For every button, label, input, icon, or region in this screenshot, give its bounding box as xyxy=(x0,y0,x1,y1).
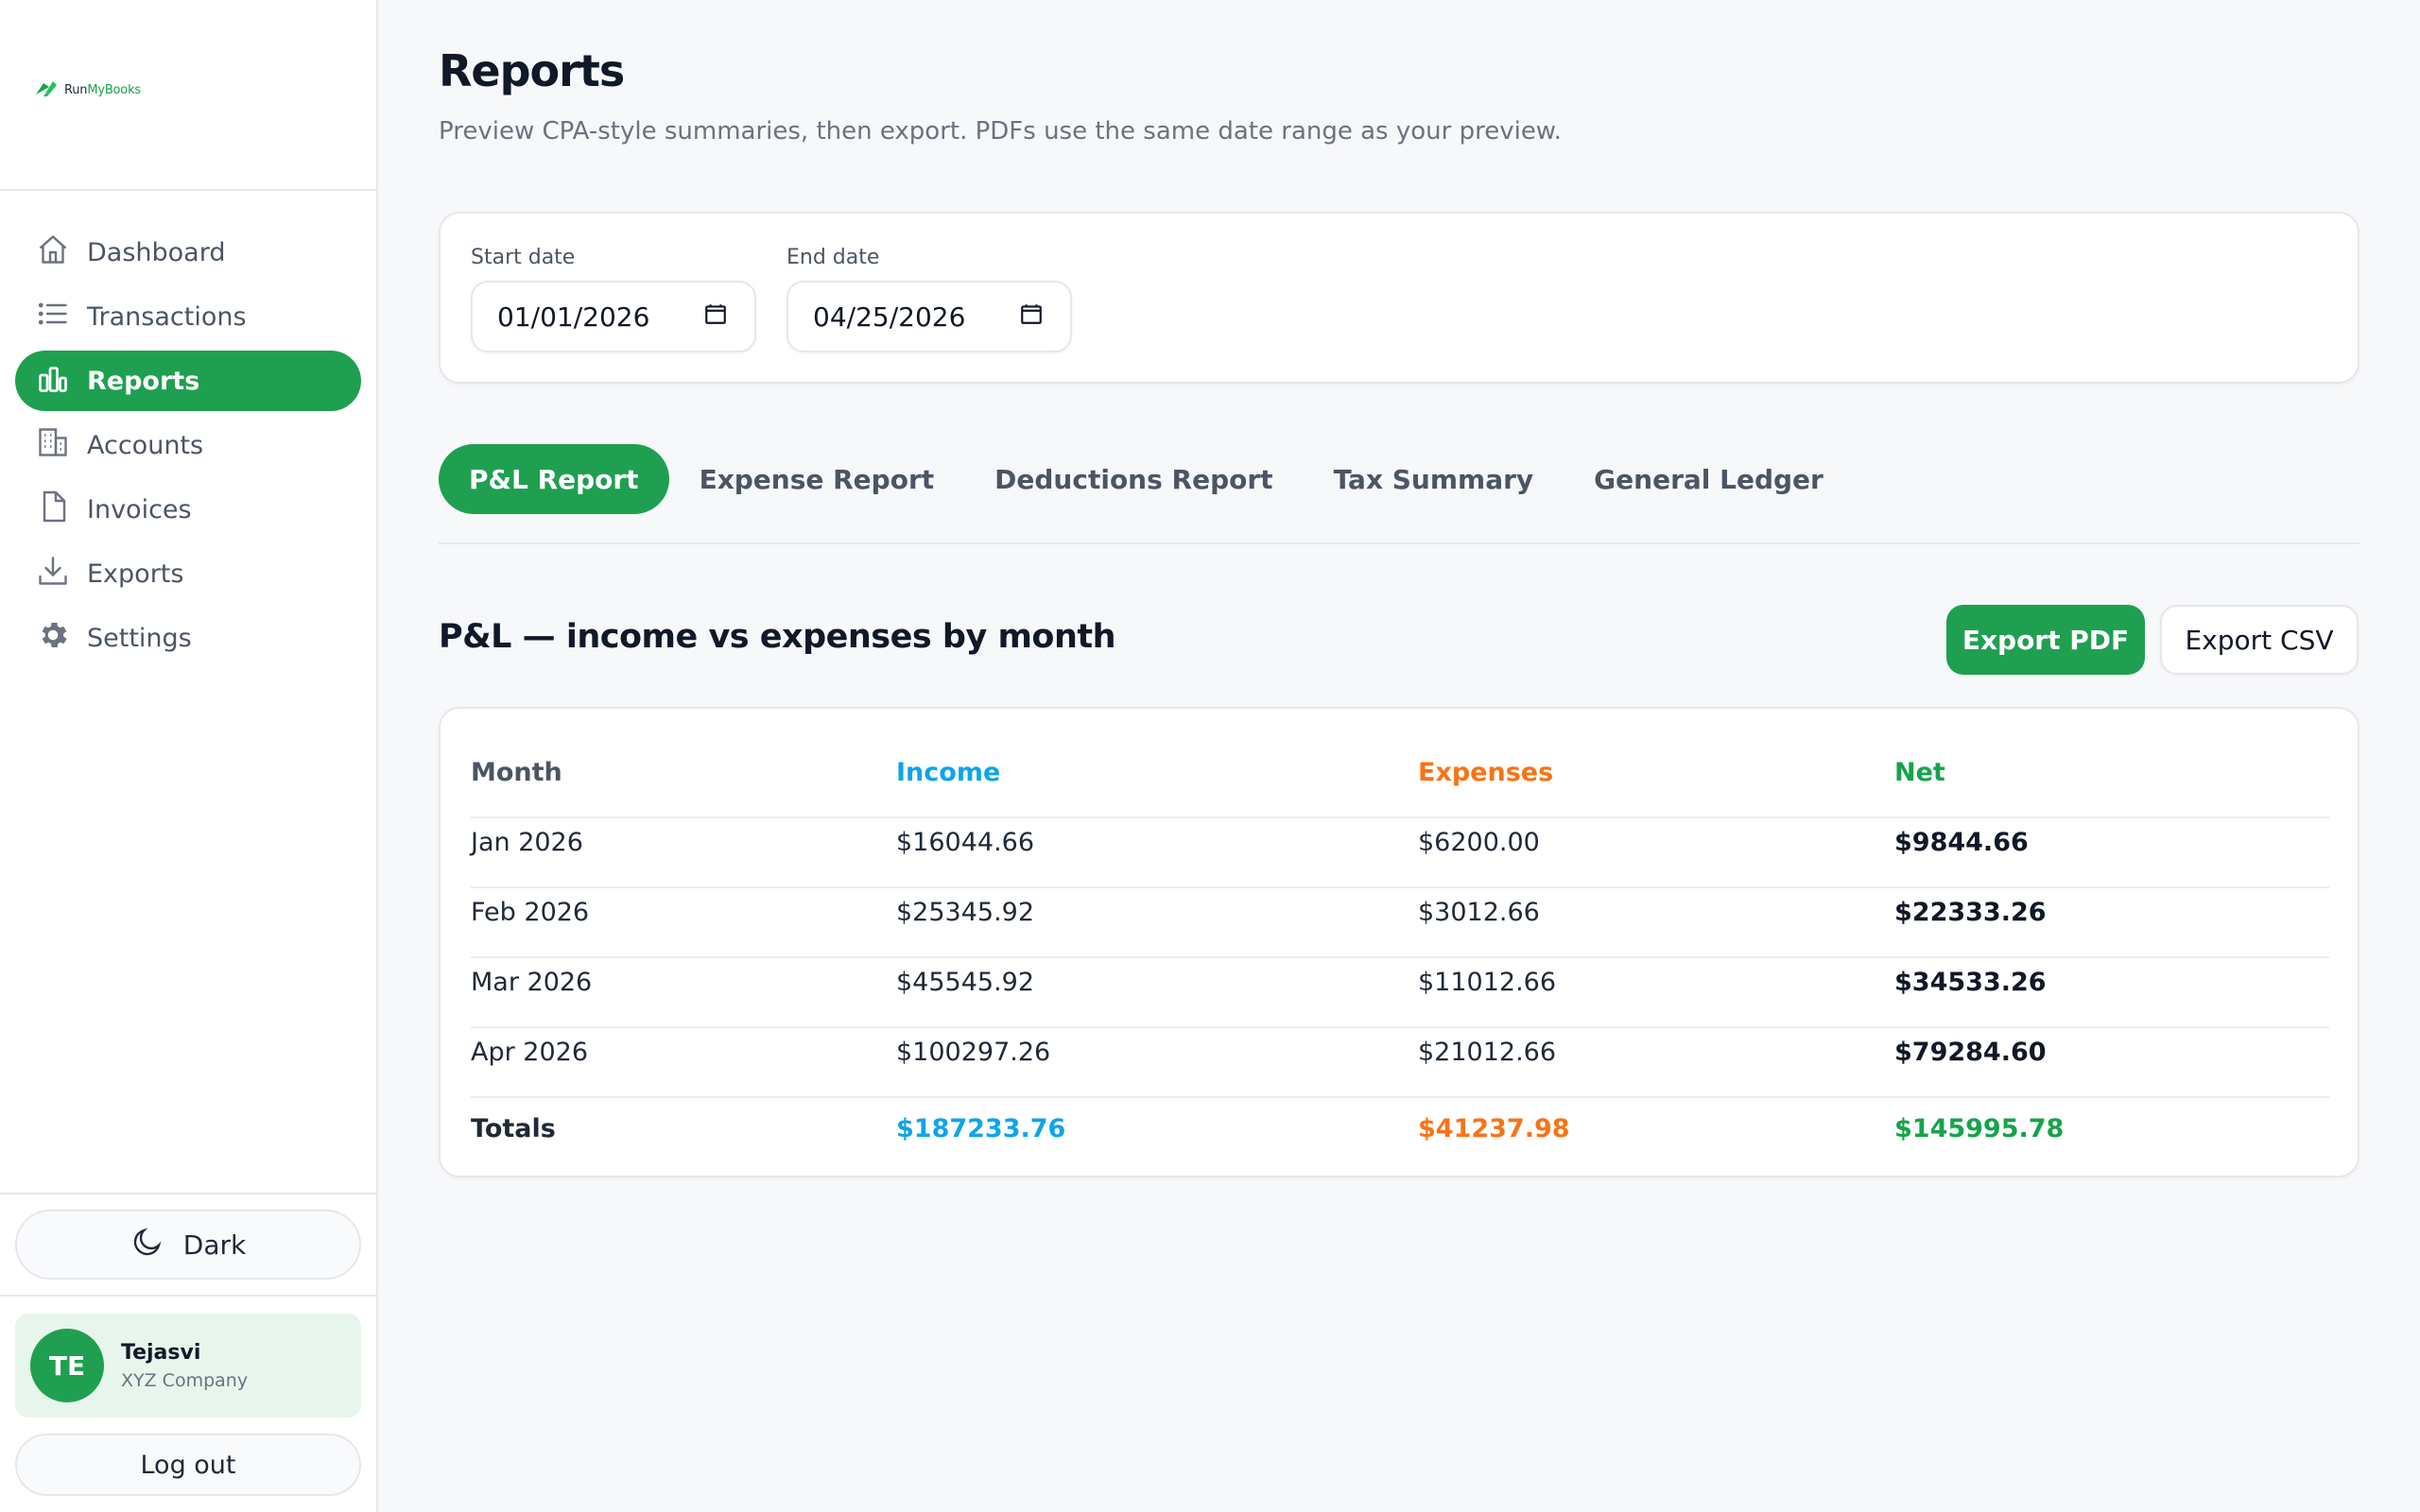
export-pdf-button[interactable]: Export PDF xyxy=(1946,605,2145,675)
income-cell: $16044.66 xyxy=(896,828,1035,857)
sidebar-item-reports[interactable]: Reports xyxy=(15,351,361,411)
building-icon xyxy=(36,425,70,466)
brand-name-part2: MyBooks xyxy=(87,82,141,97)
tab-pl-report[interactable]: P&L Report xyxy=(439,444,669,514)
start-date-input[interactable]: 01/01/2026 xyxy=(471,281,756,352)
sidebar-item-transactions[interactable]: Transactions xyxy=(15,286,361,347)
avatar: TE xyxy=(30,1329,104,1402)
income-cell: $25345.92 xyxy=(896,898,1035,927)
date-range-card: Start date 01/01/2026 End date 04/25/202… xyxy=(439,212,2360,384)
sidebar: RunMyBooks Dashboard Transactions Report… xyxy=(0,0,378,1512)
net-cell: $9844.66 xyxy=(1894,828,2029,857)
moon-icon xyxy=(130,1225,164,1265)
user-card[interactable]: TE Tejasvi XYZ Company xyxy=(15,1314,361,1418)
month-cell: Feb 2026 xyxy=(471,898,590,927)
expenses-cell: $21012.66 xyxy=(1418,1038,1557,1067)
tab-deductions-report[interactable]: Deductions Report xyxy=(994,463,1273,495)
net-cell: $22333.26 xyxy=(1894,898,2047,927)
sidebar-bottom-divider xyxy=(0,1193,378,1194)
pl-table: Month Income Expenses Net Jan 2026 $1604… xyxy=(439,707,2360,1177)
end-date-label: End date xyxy=(786,246,880,269)
sidebar-item-invoices[interactable]: Invoices xyxy=(15,479,361,540)
table-row: Jan 2026 $16044.66 $6200.00 $9844.66 xyxy=(471,828,2329,888)
sidebar-item-label: Settings xyxy=(87,623,192,653)
start-date-value: 01/01/2026 xyxy=(497,301,650,333)
logout-button[interactable]: Log out xyxy=(15,1434,361,1496)
file-icon xyxy=(36,490,70,530)
end-date-value: 04/25/2026 xyxy=(813,301,966,333)
table-header-row: Month Income Expenses Net xyxy=(471,758,2329,818)
total-income: $187233.76 xyxy=(896,1114,1066,1143)
home-icon xyxy=(36,232,70,273)
sidebar-item-label: Exports xyxy=(87,558,184,589)
page-title: Reports xyxy=(439,45,625,96)
sidebar-item-label: Dashboard xyxy=(87,237,226,267)
expenses-cell: $3012.66 xyxy=(1418,898,1540,927)
download-icon xyxy=(36,554,70,594)
leaf-logo-icon xyxy=(34,77,59,102)
bar-chart-icon xyxy=(36,361,70,402)
theme-toggle-label: Dark xyxy=(182,1228,247,1261)
sidebar-item-label: Reports xyxy=(87,366,200,396)
income-cell: $100297.26 xyxy=(896,1038,1051,1067)
sidebar-item-accounts[interactable]: Accounts xyxy=(15,415,361,475)
total-expenses: $41237.98 xyxy=(1418,1114,1570,1143)
total-net: $145995.78 xyxy=(1894,1114,2065,1143)
sidebar-item-dashboard[interactable]: Dashboard xyxy=(15,222,361,283)
tab-tax-summary[interactable]: Tax Summary xyxy=(1333,463,1534,495)
page-subtitle: Preview CPA-style summaries, then export… xyxy=(439,117,1562,146)
sidebar-nav: Dashboard Transactions Reports Accounts … xyxy=(15,222,361,672)
expenses-cell: $6200.00 xyxy=(1418,828,1540,857)
brand-name-part1: Run xyxy=(64,82,88,97)
totals-row: Totals $187233.76 $41237.98 $145995.78 xyxy=(471,1114,2329,1152)
calendar-icon[interactable] xyxy=(703,301,728,333)
user-info: Tejasvi XYZ Company xyxy=(121,1341,248,1391)
export-csv-button[interactable]: Export CSV xyxy=(2160,605,2359,675)
column-header-month: Month xyxy=(471,758,562,787)
net-cell: $34533.26 xyxy=(1894,968,2047,997)
net-cell: $79284.60 xyxy=(1894,1038,2047,1067)
table-row: Apr 2026 $100297.26 $21012.66 $79284.60 xyxy=(471,1038,2329,1098)
month-cell: Mar 2026 xyxy=(471,968,593,997)
month-cell: Apr 2026 xyxy=(471,1038,589,1067)
start-date-label: Start date xyxy=(471,246,576,269)
end-date-input[interactable]: 04/25/2026 xyxy=(786,281,1072,352)
sidebar-item-settings[interactable]: Settings xyxy=(15,608,361,668)
tabs-divider xyxy=(439,542,2360,544)
column-header-income: Income xyxy=(896,758,1001,787)
sidebar-user-divider xyxy=(0,1295,378,1297)
user-name: Tejasvi xyxy=(121,1340,201,1365)
brand-name: RunMyBooks xyxy=(64,83,141,97)
table-row: Feb 2026 $25345.92 $3012.66 $22333.26 xyxy=(471,898,2329,958)
column-header-net: Net xyxy=(1894,758,1945,787)
sidebar-item-label: Invoices xyxy=(87,494,192,524)
brand-logo[interactable]: RunMyBooks xyxy=(34,77,141,102)
sidebar-item-label: Transactions xyxy=(87,301,247,332)
expenses-cell: $11012.66 xyxy=(1418,968,1557,997)
gear-icon xyxy=(36,618,70,659)
tab-expense-report[interactable]: Expense Report xyxy=(699,463,935,495)
sidebar-item-label: Accounts xyxy=(87,430,204,460)
list-icon xyxy=(36,297,70,337)
column-header-expenses: Expenses xyxy=(1418,758,1554,787)
report-title: P&L — income vs expenses by month xyxy=(439,618,1116,656)
totals-label: Totals xyxy=(471,1114,556,1143)
calendar-icon[interactable] xyxy=(1019,301,1044,333)
sidebar-item-exports[interactable]: Exports xyxy=(15,543,361,604)
tab-general-ledger[interactable]: General Ledger xyxy=(1594,463,1824,495)
table-row: Mar 2026 $45545.92 $11012.66 $34533.26 xyxy=(471,968,2329,1028)
income-cell: $45545.92 xyxy=(896,968,1035,997)
theme-toggle-button[interactable]: Dark xyxy=(15,1210,361,1280)
end-date-field: End date 04/25/2026 xyxy=(786,246,1072,352)
start-date-field: Start date 01/01/2026 xyxy=(471,246,756,352)
sidebar-divider xyxy=(0,189,378,191)
report-tabs: P&L Report Expense Report Deductions Rep… xyxy=(439,444,1854,514)
month-cell: Jan 2026 xyxy=(471,828,583,857)
user-company: XYZ Company xyxy=(121,1369,249,1391)
